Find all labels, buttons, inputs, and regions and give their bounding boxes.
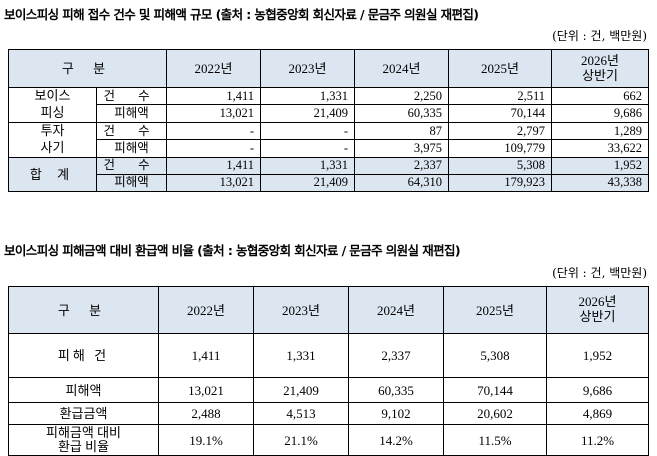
cell: 2,511 (448, 86, 553, 106)
refund-ratio-table: 구 분 2022년 2023년 2024년 2025년 2026년 상반기 피해… (8, 286, 649, 456)
cell: 5,308 (448, 156, 553, 175)
cell: 1,331 (253, 333, 349, 378)
table1-header-row: 구 분 2022년 2023년 2024년 2025년 2026년 상반기 (7, 49, 650, 88)
cell: - (260, 139, 356, 158)
cell: 1,411 (166, 156, 262, 175)
cell: 1,289 (551, 121, 650, 141)
table-row: 보이스 피싱 건 수 1,411 1,331 2,250 2,511 662 (8, 86, 650, 123)
table1-header-2026h1: 2026년 상반기 (551, 49, 650, 88)
cell: 21,409 (260, 104, 356, 123)
cell: 13,021 (166, 173, 262, 192)
group-label-total: 합 계 (8, 156, 97, 192)
table2-unit: (단위 : 건, 백만원) (552, 266, 647, 280)
table1-title: 보이스피싱 피해 접수 건수 및 피해액 규모 (출처 : 농협중앙회 회신자료… (4, 7, 479, 22)
cell: 70,144 (443, 377, 547, 403)
cell: 33,622 (551, 139, 650, 158)
sub-label: 피해액 (95, 104, 168, 123)
cell: 20,602 (443, 402, 547, 425)
table1-header-gubun: 구 분 (7, 49, 168, 88)
table1-header-2024: 2024년 (354, 49, 450, 88)
table2-header-2026h1: 2026년 상반기 (546, 286, 649, 334)
table-row: 피해액 13,021 21,409 60,335 70,144 9,686 (9, 104, 650, 123)
cell: 14.2% (348, 424, 444, 456)
cell: 87 (354, 121, 450, 141)
cell: - (166, 121, 262, 141)
row-label: 피해 건 (8, 333, 159, 378)
sub-label: 건 수 (95, 86, 168, 106)
table2-header-gubun: 구 분 (8, 286, 159, 334)
table-row: 합 계 건 수 1,411 1,331 2,337 5,308 1,952 (8, 156, 650, 192)
cell: - (260, 121, 356, 141)
table2-header-2023: 2023년 (253, 286, 349, 334)
cell: 13,021 (166, 104, 262, 123)
cell: 2,488 (158, 402, 254, 425)
cell: 21.1% (253, 424, 349, 456)
group-label-investment-fraud: 투자 사기 (8, 121, 97, 158)
row-label: 피해금액 대비 환급 비율 (8, 424, 159, 456)
damage-stats-table: 구 분 2022년 2023년 2024년 2025년 2026년 상반기 보이… (7, 49, 650, 192)
cell: 9,686 (551, 104, 650, 123)
cell: 3,975 (354, 139, 450, 158)
table2-header-2024: 2024년 (348, 286, 444, 334)
cell: 4,513 (253, 402, 349, 425)
cell: 21,409 (253, 377, 349, 403)
cell: 179,923 (448, 173, 553, 192)
table1-header-2025: 2025년 (448, 49, 553, 88)
cell: 43,338 (551, 173, 650, 192)
table-row: 환급금액 2,488 4,513 9,102 20,602 4,869 (8, 402, 649, 425)
cell: 11.2% (546, 424, 649, 456)
cell: 19.1% (158, 424, 254, 456)
cell: 4,869 (546, 402, 649, 425)
cell: 21,409 (260, 173, 356, 192)
row-label: 피해액 (8, 377, 159, 403)
table-row: 피해액 13,021 21,409 64,310 179,923 43,338 (9, 173, 650, 192)
cell: 9,686 (546, 377, 649, 403)
table-row: 피해금액 대비 환급 비율 19.1% 21.1% 14.2% 11.5% 11… (8, 424, 649, 456)
cell: 60,335 (354, 104, 450, 123)
cell: 2,337 (348, 333, 444, 378)
table2-header-2025: 2025년 (443, 286, 547, 334)
cell: 64,310 (354, 173, 450, 192)
row-label: 환급금액 (8, 402, 159, 425)
cell: 1,411 (166, 86, 262, 106)
sub-label: 건 수 (95, 156, 168, 175)
table1-unit: (단위 : 건, 백만원) (552, 29, 647, 43)
cell: 2,337 (354, 156, 450, 175)
cell: 13,021 (158, 377, 254, 403)
cell: 1,952 (551, 156, 650, 175)
table-row: 피해액 13,021 21,409 60,335 70,144 9,686 (8, 377, 649, 403)
table-row: 피해액 - - 3,975 109,779 33,622 (9, 139, 650, 158)
table1-header-2023: 2023년 (260, 49, 356, 88)
cell: 1,331 (260, 156, 356, 175)
cell: - (166, 139, 262, 158)
cell: 109,779 (448, 139, 553, 158)
table2-header-row: 구 분 2022년 2023년 2024년 2025년 2026년 상반기 (8, 286, 649, 334)
sub-label: 건 수 (95, 121, 168, 141)
cell: 5,308 (443, 333, 547, 378)
cell: 1,952 (546, 333, 649, 378)
cell: 2,250 (354, 86, 450, 106)
cell: 11.5% (443, 424, 547, 456)
group-label-voice-phishing: 보이스 피싱 (8, 87, 97, 123)
sub-label: 피해액 (95, 173, 168, 192)
table1-header-2022: 2022년 (166, 49, 262, 88)
table2-title: 보이스피싱 피해금액 대비 환급액 비율 (출처 : 농협중앙회 회신자료 / … (4, 243, 461, 258)
cell: 9,102 (348, 402, 444, 425)
cell: 2,797 (448, 121, 553, 141)
cell: 1,331 (260, 86, 356, 106)
cell: 60,335 (348, 377, 444, 403)
table2-header-2022: 2022년 (158, 286, 254, 334)
sub-label: 피해액 (95, 139, 168, 158)
cell: 70,144 (448, 104, 553, 123)
table-row: 투자 사기 건 수 - - 87 2,797 1,289 (8, 121, 650, 158)
table-row: 피해 건 1,411 1,331 2,337 5,308 1,952 (8, 333, 649, 378)
cell: 1,411 (158, 333, 254, 378)
cell: 662 (551, 86, 650, 106)
